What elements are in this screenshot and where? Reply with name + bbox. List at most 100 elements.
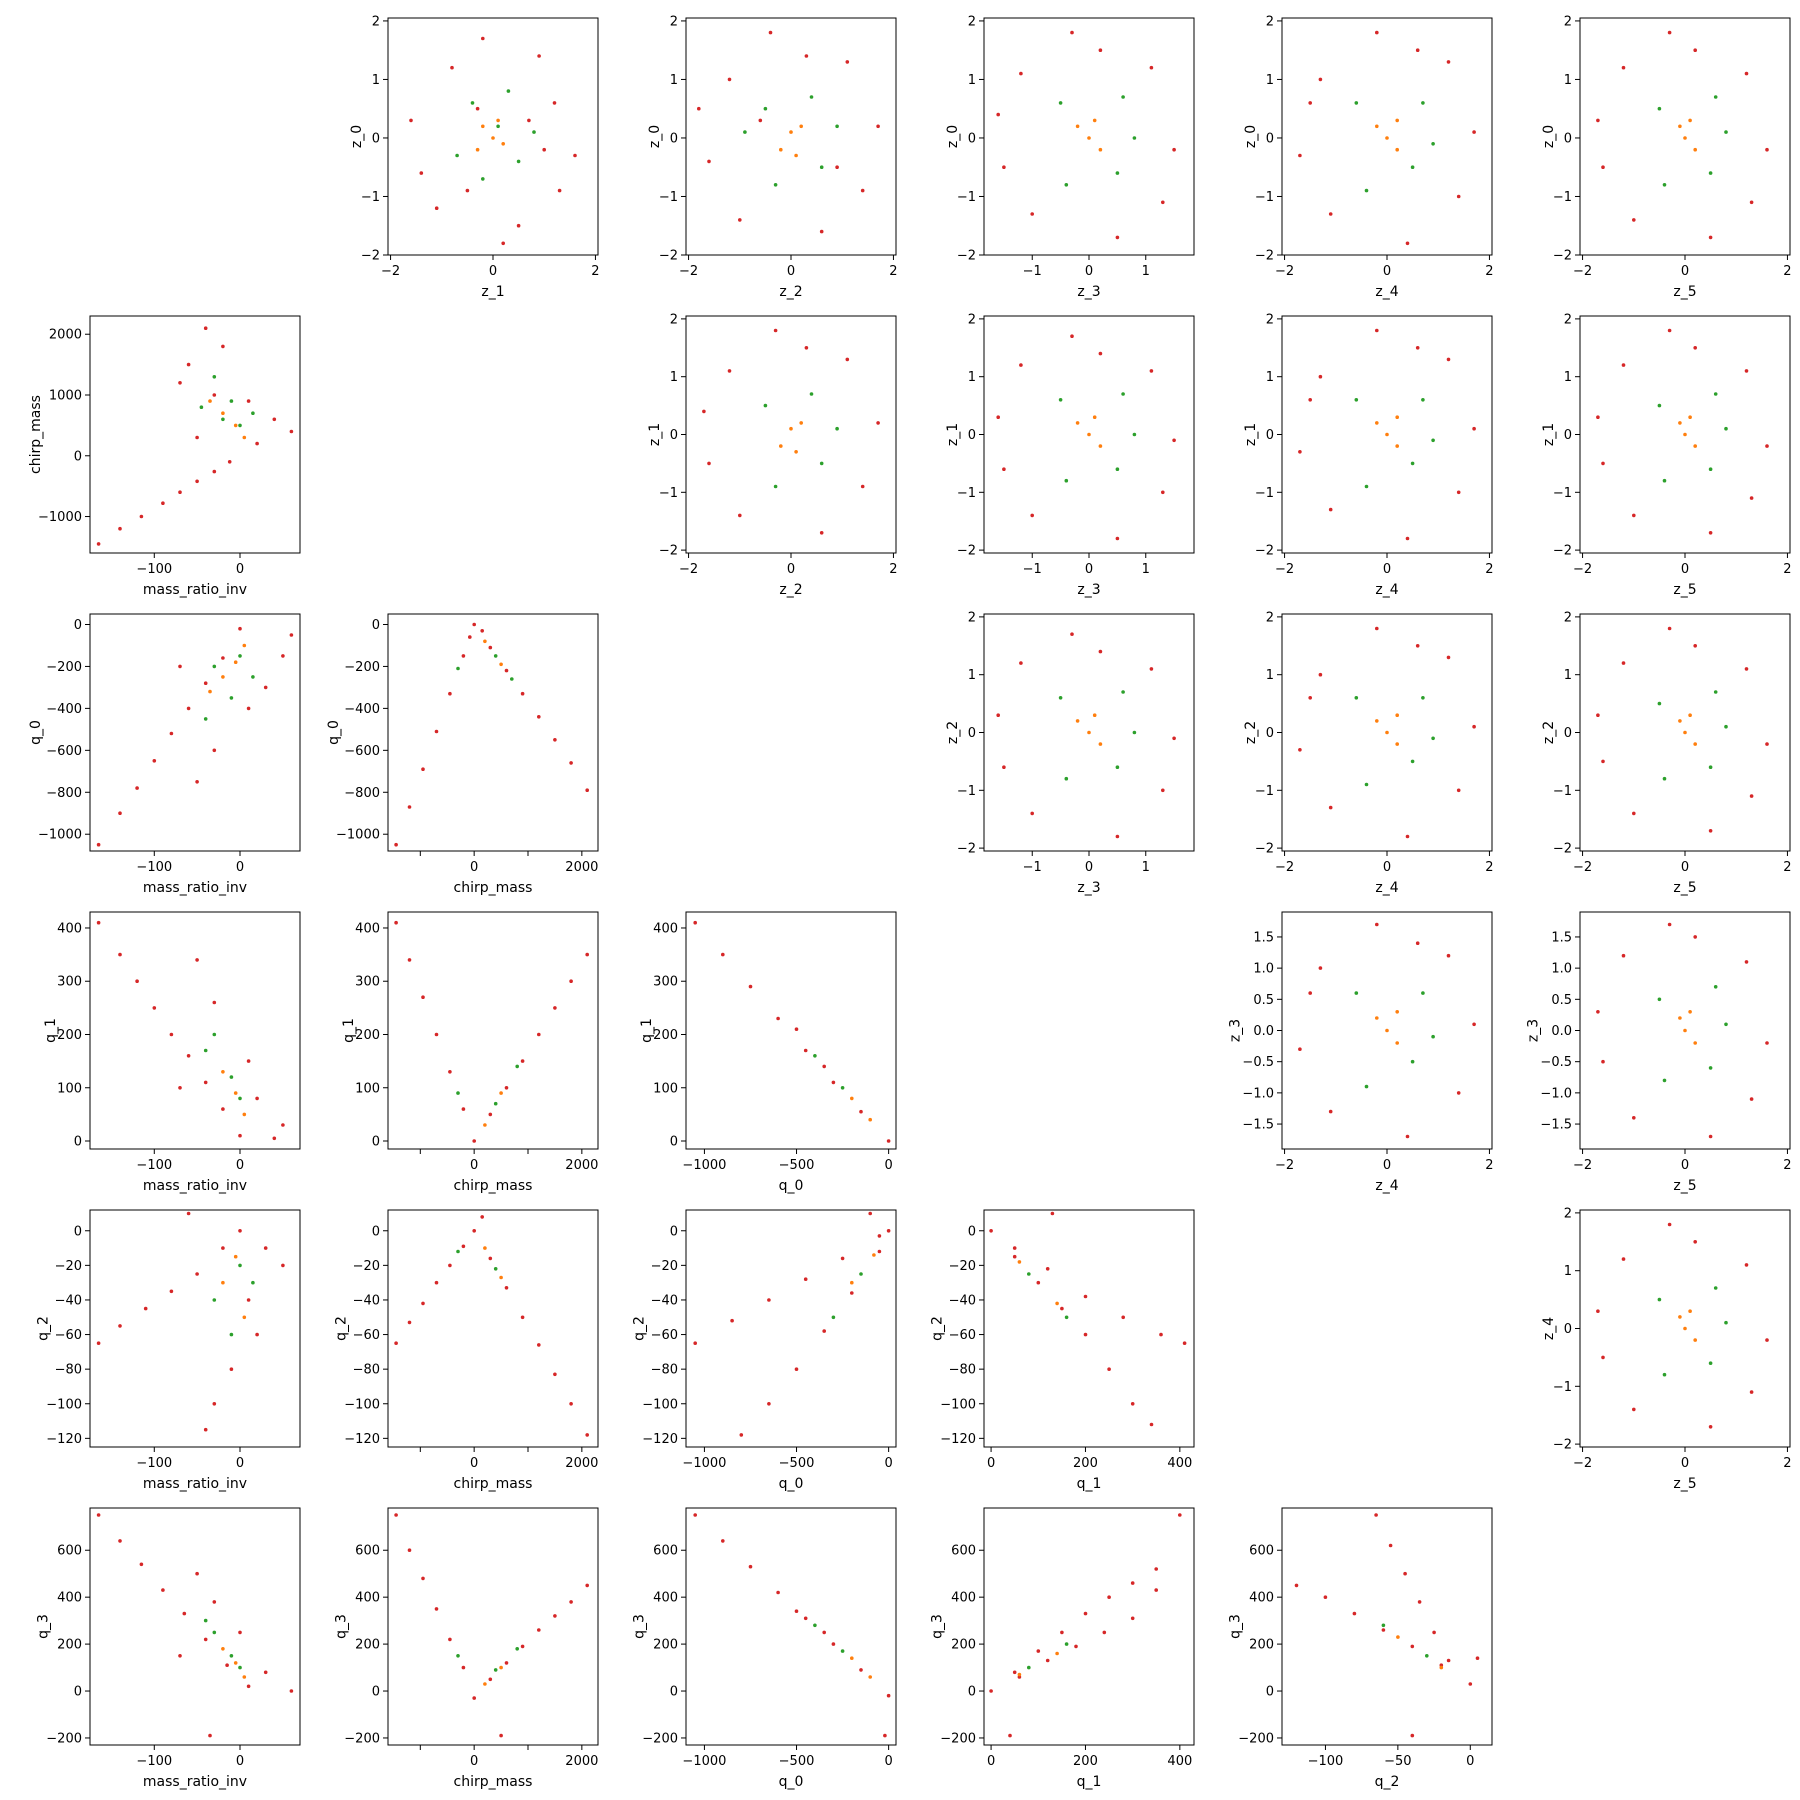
y-axis-label: q_2 (930, 1316, 946, 1341)
x-axis-label: q_1 (1077, 1476, 1102, 1492)
data-point (448, 1637, 452, 1642)
data-point (1075, 719, 1080, 723)
data-point (251, 411, 255, 416)
data-point (886, 1139, 891, 1143)
data-point (221, 1107, 225, 1111)
data-point (1693, 935, 1697, 939)
data-point (1070, 334, 1074, 339)
data-point (1030, 513, 1034, 518)
data-point (1098, 48, 1103, 52)
data-point (876, 421, 880, 425)
y-tick-label: −2 (1553, 1438, 1572, 1453)
data-point (510, 677, 514, 681)
x-tick-label: −1000 (682, 1754, 726, 1769)
data-point (721, 952, 725, 957)
point-series-1 (203, 1032, 242, 1101)
x-tick-label: 200 (1073, 1754, 1098, 1769)
point-series-0 (996, 334, 1176, 541)
data-point (281, 1123, 285, 1127)
data-point (693, 1341, 697, 1345)
y-tick-label: −200 (940, 1731, 976, 1746)
y-tick-label: 1 (670, 370, 678, 385)
data-point (868, 1117, 872, 1122)
x-axis-label: chirp_mass (454, 1774, 533, 1790)
data-point (1328, 507, 1333, 512)
y-axis-label: q_3 (36, 1614, 52, 1639)
point-series-2 (1375, 415, 1399, 448)
data-point (1688, 1010, 1692, 1014)
y-tick-label: 1.5 (1551, 930, 1572, 945)
data-point (421, 1301, 425, 1306)
data-point (1298, 153, 1302, 158)
point-series-1 (1354, 696, 1435, 787)
data-point (794, 1609, 799, 1613)
data-point (1058, 696, 1063, 700)
data-point (208, 1733, 212, 1738)
data-point (789, 130, 793, 134)
data-point (1012, 1670, 1017, 1675)
y-tick-label: 100 (653, 1081, 678, 1096)
data-point (1410, 165, 1415, 169)
panel-frame (685, 911, 897, 1150)
scatter-panel-q_2-vs-chirp_mass: 0 2000 −120 −100 −80 −60 −40 −20 0 chirp_mass q_2 (334, 1209, 599, 1492)
x-axis-label: z_3 (1077, 284, 1100, 300)
data-point (1070, 30, 1074, 35)
data-point (1744, 71, 1749, 76)
data-point (493, 654, 498, 658)
data-point (1632, 1407, 1636, 1412)
x-axis-label: mass_ratio_inv (143, 1774, 247, 1790)
data-point (1115, 536, 1120, 541)
data-point (1708, 829, 1713, 833)
y-tick-label: −1000 (38, 510, 82, 525)
data-point (483, 639, 487, 644)
data-point (1688, 713, 1692, 717)
y-tick-label: 200 (355, 1638, 380, 1653)
data-point (1456, 194, 1461, 199)
y-axis-label: q_2 (632, 1316, 648, 1341)
y-tick-label: 2000 (49, 328, 82, 343)
point-series-2 (779, 421, 803, 454)
data-point (139, 514, 144, 519)
data-point (520, 1059, 525, 1063)
data-point (1472, 130, 1476, 134)
x-tick-label: 0 (1383, 264, 1391, 279)
point-series-0 (96, 626, 294, 847)
data-point (1172, 438, 1176, 443)
y-tick-label: 400 (355, 921, 380, 936)
data-point (1708, 1361, 1713, 1365)
y-tick-label: 200 (1249, 1638, 1274, 1653)
data-point (850, 1291, 854, 1295)
data-point (803, 1616, 808, 1621)
y-tick-label: 400 (57, 921, 82, 936)
data-point (1388, 1543, 1393, 1548)
x-tick-label: 0 (987, 1456, 995, 1471)
data-point (499, 1091, 503, 1095)
y-tick-label: 0 (968, 1224, 976, 1239)
data-point (1098, 444, 1103, 448)
y-axis-label: q_3 (632, 1614, 648, 1639)
panel-frame (89, 315, 301, 554)
x-tick-label: −2 (1275, 562, 1294, 577)
data-point (203, 681, 208, 685)
data-point (195, 958, 199, 962)
data-point (407, 1548, 412, 1552)
data-point (989, 1689, 993, 1693)
data-point (465, 188, 470, 193)
data-point (537, 1628, 541, 1632)
data-point (212, 469, 217, 474)
data-point (203, 1427, 208, 1432)
data-point (238, 654, 242, 658)
data-point (1375, 328, 1379, 333)
point-series-2 (1075, 415, 1103, 448)
data-point (1693, 48, 1697, 52)
data-point (1765, 742, 1769, 746)
x-axis-label: z_4 (1375, 1178, 1398, 1194)
data-point (1421, 696, 1425, 700)
point-series-2 (221, 1070, 247, 1117)
data-point (1098, 742, 1103, 746)
data-point (212, 1032, 217, 1037)
data-point (859, 1109, 863, 1114)
scatter-panel-q_0-vs-chirp_mass: 0 2000 −1000 −800 −600 −400 −200 0 chirp_mass q_0 (326, 613, 599, 896)
data-point (1405, 834, 1410, 839)
data-point (456, 1654, 460, 1658)
